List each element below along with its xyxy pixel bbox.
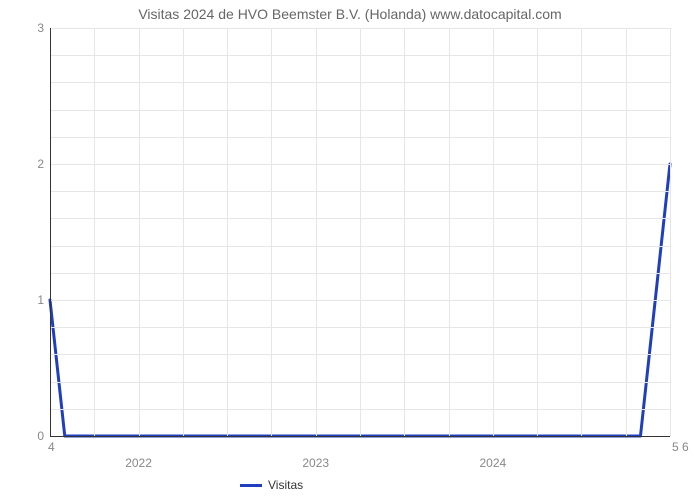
y-tick-label: 0 bbox=[14, 429, 44, 443]
legend-swatch bbox=[240, 484, 262, 487]
x-tick-label: 2024 bbox=[479, 456, 506, 470]
chart-title: Visitas 2024 de HVO Beemster B.V. (Holan… bbox=[0, 6, 700, 22]
gridline-horizontal bbox=[50, 246, 670, 247]
gridline-horizontal bbox=[50, 110, 670, 111]
gridline-horizontal bbox=[50, 273, 670, 274]
gridline-vertical bbox=[227, 28, 228, 436]
chart-container: Visitas 2024 de HVO Beemster B.V. (Holan… bbox=[0, 0, 700, 500]
gridline-horizontal bbox=[50, 409, 670, 410]
legend-label: Visitas bbox=[268, 478, 303, 492]
plot-area bbox=[50, 28, 670, 436]
gridline-horizontal bbox=[50, 55, 670, 56]
gridline-vertical bbox=[316, 28, 317, 436]
gridline-vertical bbox=[183, 28, 184, 436]
gridline-horizontal bbox=[50, 300, 670, 301]
gridline-horizontal bbox=[50, 382, 670, 383]
y-tick-label: 3 bbox=[14, 21, 44, 35]
gridline-vertical bbox=[449, 28, 450, 436]
gridline-vertical bbox=[581, 28, 582, 436]
gridline-vertical bbox=[139, 28, 140, 436]
y-tick-label: 2 bbox=[14, 157, 44, 171]
y-tick-label: 1 bbox=[14, 293, 44, 307]
gridline-vertical bbox=[493, 28, 494, 436]
gridline-horizontal bbox=[50, 164, 670, 165]
gridline-horizontal bbox=[50, 354, 670, 355]
y-axis-line bbox=[50, 28, 51, 436]
x-tick-label: 2023 bbox=[302, 456, 329, 470]
gridline-horizontal bbox=[50, 137, 670, 138]
gridline-vertical bbox=[670, 28, 671, 436]
legend: Visitas bbox=[240, 478, 303, 492]
gridline-vertical bbox=[94, 28, 95, 436]
gridline-vertical bbox=[271, 28, 272, 436]
gridline-vertical bbox=[626, 28, 627, 436]
gridline-horizontal bbox=[50, 28, 670, 29]
secondary-x-min-label: 4 bbox=[48, 440, 55, 454]
gridline-horizontal bbox=[50, 191, 670, 192]
gridline-horizontal bbox=[50, 218, 670, 219]
gridline-horizontal bbox=[50, 82, 670, 83]
gridline-vertical bbox=[404, 28, 405, 436]
x-tick-label: 2022 bbox=[125, 456, 152, 470]
gridline-vertical bbox=[537, 28, 538, 436]
x-axis-line bbox=[50, 436, 670, 437]
corner-number-top-right: 6 bbox=[682, 440, 689, 454]
corner-number-bottom-right: 5 bbox=[672, 440, 679, 454]
gridline-vertical bbox=[360, 28, 361, 436]
gridline-horizontal bbox=[50, 327, 670, 328]
